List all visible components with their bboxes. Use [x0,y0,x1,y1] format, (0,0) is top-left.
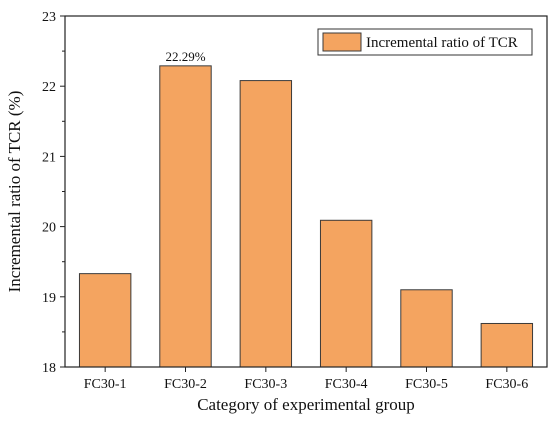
bar-fc30-1 [78,273,132,368]
y-tick-label: 21 [42,150,56,165]
bar-fc30-3 [239,80,293,368]
y-tick-label: 18 [42,361,56,376]
y-tick-label: 19 [42,291,56,306]
legend: Incremental ratio of TCR [317,28,533,56]
plot-frame [64,15,548,368]
y-axis: 18 19 20 21 22 23 [42,10,65,376]
y-tick-label: 20 [42,221,56,236]
data-label-fc30-2: 22.29% [165,49,205,64]
x-tick-label: FC30-3 [244,377,287,392]
x-tick-label: FC30-4 [325,377,368,392]
x-tick-label: FC30-5 [405,377,448,392]
y-axis-title: Incremental ratio of TCR (%) [5,91,24,293]
legend-swatch [322,32,362,52]
bar-fc30-2 [159,65,212,368]
data-labels-group: 22.29% [165,49,205,64]
x-tick-label: FC30-1 [84,377,127,392]
bars-group [78,65,534,368]
legend-label: Incremental ratio of TCR [366,35,518,51]
x-axis-title: Category of experimental group [197,395,415,414]
y-tick-label: 23 [42,10,56,25]
x-tick-label: FC30-2 [164,377,207,392]
y-tick-label: 22 [42,80,56,95]
x-tick-label: FC30-6 [485,377,528,392]
bar-fc30-5 [400,289,453,368]
bar-fc30-4 [319,219,373,368]
x-axis: FC30-1 FC30-2 FC30-3 FC30-4 FC30-5 FC30-6 [84,367,528,392]
bar-fc30-6 [480,322,534,368]
